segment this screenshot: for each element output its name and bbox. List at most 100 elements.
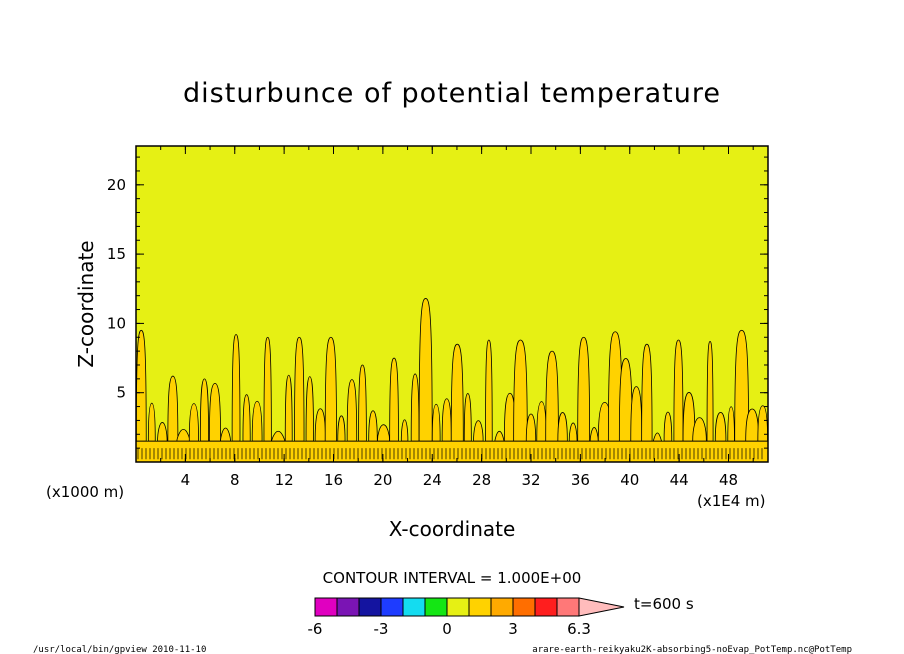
x-tick-label: 16 [324, 471, 343, 489]
x-tick-label: 40 [620, 471, 639, 489]
colorbar-swatch [336, 597, 360, 617]
colorbar-swatch [512, 597, 536, 617]
colorbar-swatch [314, 597, 338, 617]
x-tick-label: 36 [571, 471, 590, 489]
x-tick-label: 32 [521, 471, 540, 489]
colorbar-swatch [358, 597, 382, 617]
plume [557, 412, 568, 442]
y-axis-label: Z-coordinate [74, 240, 98, 367]
plume [410, 373, 420, 442]
colorbar-swatch [380, 597, 404, 617]
y-tick-label: 15 [107, 245, 126, 263]
plume [525, 413, 537, 442]
plume [641, 343, 653, 442]
plume [199, 378, 210, 442]
colorbar-swatch [446, 597, 470, 617]
x-tick-label: 24 [423, 471, 442, 489]
surface-contours [137, 448, 763, 460]
x-tick-label: 4 [181, 471, 191, 489]
plume [431, 403, 441, 442]
y-tick-label: 10 [107, 314, 126, 332]
contour-interval-text: CONTOUR INTERVAL = 1.000E+00 [323, 569, 582, 587]
colorbar-label: -6 [308, 620, 323, 638]
colorbar-label: 3 [508, 620, 518, 638]
y-ticks: 5 10 15 20 [107, 156, 768, 449]
colorbar-label: 0 [442, 620, 452, 638]
plume [337, 415, 346, 442]
plume [208, 382, 222, 442]
surface-layer [136, 440, 768, 462]
plume [294, 336, 305, 442]
plume [305, 376, 314, 442]
colorbar-swatch [468, 597, 492, 617]
colorbar-swatch [490, 597, 514, 617]
plume [400, 419, 409, 442]
chart-title: disturbunce of potential temperature [183, 78, 721, 109]
plume [577, 336, 591, 442]
plume [157, 422, 168, 442]
plume [242, 394, 251, 442]
plume [284, 374, 293, 442]
plume [663, 411, 673, 442]
colorbar-label: -3 [374, 620, 389, 638]
plume [389, 357, 399, 442]
plume [513, 339, 528, 442]
plume [220, 427, 231, 442]
plume [450, 343, 464, 442]
x-tick-label: 44 [670, 471, 689, 489]
x-tick-label: 20 [373, 471, 392, 489]
plume [485, 339, 493, 442]
plume [618, 358, 633, 442]
plume [673, 339, 684, 442]
plume [346, 379, 358, 442]
plume [231, 334, 241, 442]
plume [358, 364, 367, 442]
plume [135, 329, 147, 442]
colorbar-swatch [424, 597, 448, 617]
plume [734, 329, 750, 442]
plume [463, 393, 472, 442]
x-tick-label: 12 [275, 471, 294, 489]
x-unit-label: (x1000 m) [46, 483, 124, 501]
y-tick-label: 5 [116, 384, 126, 402]
colorbar-swatch [556, 597, 580, 617]
plume [251, 400, 263, 442]
colorbar-label: 6.3 [567, 620, 591, 638]
plume [324, 336, 337, 442]
time-label: t=600 s [634, 595, 694, 613]
plume [368, 410, 378, 442]
plume [167, 375, 179, 442]
plume [418, 298, 433, 442]
x-axis-label: X-coordinate [389, 517, 516, 541]
plume [494, 430, 505, 442]
plume [270, 430, 286, 442]
plume-layer [135, 298, 769, 442]
plume [692, 417, 707, 442]
plume [147, 402, 156, 442]
x-tick-label: 48 [719, 471, 738, 489]
colorbar-arrow [578, 597, 625, 617]
plume [568, 422, 578, 442]
x-tick-label: 8 [230, 471, 240, 489]
plume [188, 403, 199, 442]
x-tick-label: 28 [472, 471, 491, 489]
surface-band [136, 441, 768, 462]
footer-left: /usr/local/bin/gpview 2010-11-10 [33, 645, 206, 654]
footer-right: arare-earth-reikyaku2K-absorbing5-noEvap… [532, 645, 852, 654]
plume [263, 336, 272, 442]
plume [682, 392, 696, 442]
plume [630, 386, 643, 442]
colorbar-swatch [534, 597, 558, 617]
plume [714, 411, 727, 442]
plume [545, 350, 559, 442]
x-ticks: 4 8 12 16 20 24 28 32 36 40 44 48 [135, 146, 754, 489]
plume [473, 420, 484, 442]
plot-frame [135, 145, 769, 463]
y-tick-label: 20 [107, 176, 126, 194]
plume [727, 406, 735, 442]
x-scale-label: (x1E4 m) [697, 492, 766, 510]
colorbar: -6 -3 0 3 6.3 [308, 597, 625, 638]
plume [706, 341, 714, 442]
